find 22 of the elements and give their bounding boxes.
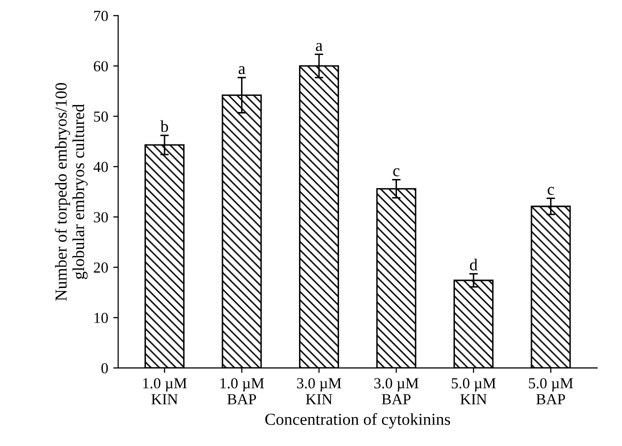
annotation: a bbox=[238, 66, 246, 74]
annotation: d bbox=[470, 258, 478, 270]
x-tick-label: 3.0 µM KIN bbox=[297, 378, 342, 404]
y-tick-label: 30 bbox=[94, 212, 108, 222]
y-tick-label: 40 bbox=[93, 162, 108, 172]
y-tick-label: 0 bbox=[101, 363, 108, 374]
y-tick-label: 50 bbox=[94, 111, 108, 122]
x-tick-label: 5.0 µM BAP bbox=[529, 378, 573, 404]
y-tick-label: 20 bbox=[94, 262, 108, 273]
y-tick-label: 60 bbox=[94, 61, 108, 72]
y-axis-title: Number of torpedo embryos/100 globular embryos cultured bbox=[54, 82, 88, 301]
annotation: b bbox=[160, 120, 168, 132]
x-tick-label: 5.0 µM KIN bbox=[452, 378, 496, 404]
y-tick-label: 70 bbox=[94, 10, 108, 22]
x-tick-label: 3.0 µM BAP bbox=[374, 378, 418, 404]
x-axis-title: Concentration of cytokinins bbox=[265, 413, 450, 428]
annotation: c bbox=[393, 168, 400, 176]
x-tick-label: 1.0 µM BAP bbox=[220, 378, 264, 404]
y-tick-label: 10 bbox=[94, 312, 108, 324]
annotation: a bbox=[316, 43, 322, 51]
x-tick-label: 1.0 µM KIN bbox=[143, 378, 187, 404]
annotation: c bbox=[548, 186, 554, 195]
